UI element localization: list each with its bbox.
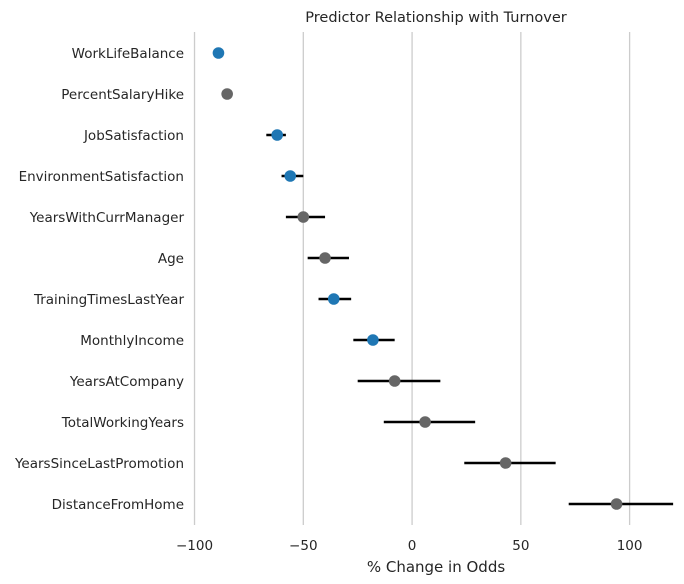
- chart-title: Predictor Relationship with Turnover: [305, 10, 566, 26]
- x-tick-label: 50: [512, 538, 529, 554]
- estimate-point: [297, 211, 310, 223]
- y-tick-label: YearsAtCompany: [69, 374, 184, 390]
- x-tick-label: 100: [617, 538, 643, 554]
- y-tick-label: DistanceFromHome: [52, 497, 184, 513]
- estimate-point: [367, 334, 379, 346]
- x-tick-labels: −100 −50 0 50 100: [176, 538, 643, 554]
- y-tick-label: YearsWithCurrManager: [29, 210, 185, 226]
- estimate-point: [284, 170, 297, 182]
- x-tick-label: −100: [176, 538, 213, 554]
- estimate-point: [212, 47, 225, 59]
- estimate-point: [499, 457, 512, 469]
- y-tick-label: TrainingTimesLastYear: [33, 292, 184, 308]
- estimate-point: [221, 88, 233, 100]
- y-tick-label: Age: [158, 251, 184, 267]
- y-tick-label: WorkLifeBalance: [72, 46, 184, 62]
- estimate-point: [388, 375, 401, 387]
- y-tick-labels: WorkLifeBalance PercentSalaryHike JobSatis…: [14, 46, 184, 513]
- y-tick-label: TotalWorkingYears: [61, 415, 184, 431]
- x-tick-label: 0: [408, 538, 417, 554]
- estimate-point: [327, 293, 340, 305]
- x-tick-label: −50: [289, 538, 318, 554]
- y-tick-label: EnvironmentSatisfaction: [19, 169, 184, 185]
- estimate-point: [610, 498, 623, 510]
- estimate-point: [419, 416, 431, 428]
- estimate-points: [212, 47, 623, 510]
- y-tick-label: YearsSinceLastPromotion: [14, 456, 184, 472]
- estimate-point: [271, 129, 283, 141]
- y-tick-label: MonthlyIncome: [80, 333, 184, 349]
- confidence-intervals: [214, 51, 674, 506]
- x-axis-label: % Change in Odds: [367, 558, 506, 576]
- y-tick-label: JobSatisfaction: [83, 128, 184, 144]
- y-tick-label: PercentSalaryHike: [61, 87, 184, 103]
- estimate-point: [319, 252, 331, 264]
- x-grid: [193, 32, 631, 525]
